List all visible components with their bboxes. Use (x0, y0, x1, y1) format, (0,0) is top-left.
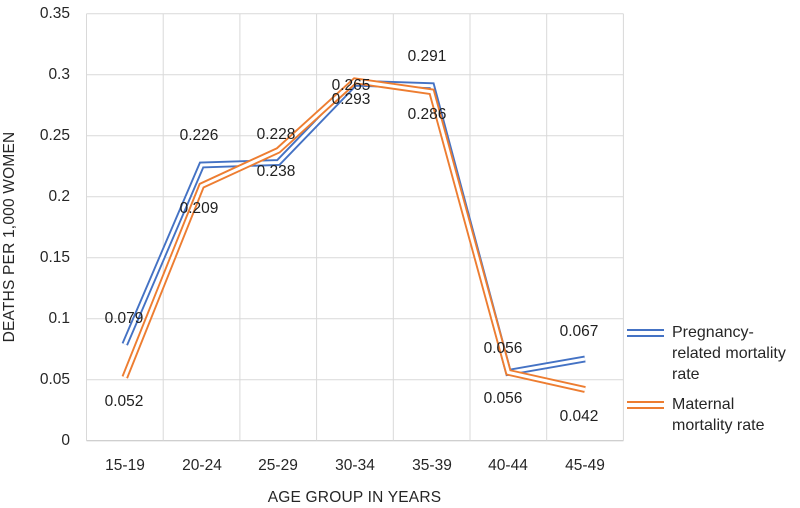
y-tick-label: 0.1 (48, 310, 70, 327)
y-tick-label: 0.3 (48, 66, 70, 83)
y-tick-label: 0.15 (39, 249, 70, 266)
x-category-label: 45-49 (565, 457, 605, 474)
x-category-label: 20-24 (182, 457, 222, 474)
legend-label: Maternal mortality rate (672, 394, 764, 436)
x-category-label: 40-44 (488, 457, 528, 474)
x-axis-title: AGE GROUP IN YEARS (267, 489, 442, 506)
legend-entry: Maternal mortality rate (627, 394, 797, 436)
y-axis-title: DEATHS PER 1,000 WOMEN (1, 131, 18, 343)
x-category-label: 30-34 (335, 457, 375, 474)
y-tick-label: 0.05 (39, 371, 70, 388)
legend: Pregnancy-related mortality rate Maternal m… (627, 322, 797, 445)
legend-label: Pregnancy-related mortality rate (672, 322, 786, 385)
data-label: 0.056 (483, 340, 523, 357)
data-label: 0.228 (256, 126, 296, 143)
data-label: 0.209 (179, 200, 219, 217)
x-category-label: 15-19 (105, 457, 145, 474)
data-label: 0.238 (256, 163, 296, 180)
series-line-inner (123, 79, 586, 391)
legend-line-swatch (627, 401, 664, 409)
legend-label-line: rate (672, 366, 700, 383)
data-label: 0.052 (104, 393, 144, 410)
legend-label-line: Pregnancy- (672, 324, 754, 341)
legend-label-line: mortality rate (672, 417, 765, 434)
data-label: 0.291 (407, 48, 447, 65)
y-tick-label: 0.2 (48, 188, 70, 205)
legend-label-line: related mortality (672, 345, 786, 362)
data-label: 0.067 (559, 323, 599, 340)
x-category-label: 25-29 (258, 457, 298, 474)
data-label: 0.293 (331, 91, 371, 108)
legend-line-swatch (627, 329, 664, 337)
data-label: 0.265 (331, 77, 371, 94)
data-label: 0.286 (407, 106, 447, 123)
y-tick-label: 0 (61, 432, 70, 449)
y-tick-label: 0.25 (39, 127, 70, 144)
data-label: 0.056 (483, 390, 523, 407)
data-label: 0.079 (104, 310, 144, 327)
legend-entry: Pregnancy-related mortality rate (627, 322, 797, 385)
data-label: 0.226 (179, 127, 219, 144)
x-category-label: 35-39 (412, 457, 452, 474)
y-tick-label: 0.35 (39, 5, 70, 22)
legend-label-line: Maternal (672, 396, 735, 413)
data-label: 0.042 (559, 408, 599, 425)
